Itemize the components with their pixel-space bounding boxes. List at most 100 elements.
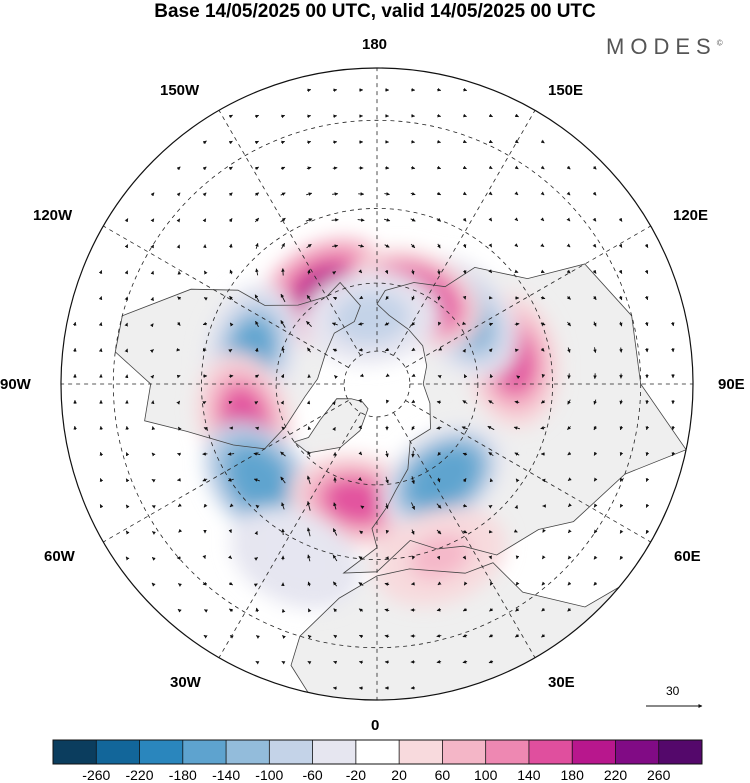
- wind-vector: [645, 503, 650, 508]
- wind-vector: [671, 452, 676, 457]
- wind-vector: [411, 529, 415, 535]
- wind-vector: [358, 608, 364, 613]
- wind-vector: [411, 165, 416, 170]
- wind-vector: [437, 321, 442, 326]
- wind-vector: [513, 426, 521, 430]
- lon-label-90w: 90W: [0, 376, 31, 393]
- wind-vector: [151, 505, 156, 509]
- wind-vector: [488, 269, 493, 274]
- wind-vector: [567, 321, 571, 327]
- wind-vector: [593, 529, 598, 534]
- colorbar-frame: [52, 739, 703, 765]
- wind-vector: [384, 347, 389, 352]
- wind-vector: [567, 607, 572, 612]
- wind-vector: [228, 400, 233, 405]
- wind-vector: [462, 113, 467, 118]
- wind-vector: [593, 555, 598, 560]
- wind-vector: [124, 244, 129, 249]
- wind-vector: [176, 321, 181, 326]
- wind-vector: [489, 374, 494, 379]
- lon-label-60w: 60W: [44, 548, 75, 565]
- wind-vector: [229, 295, 233, 301]
- wind-vector: [254, 294, 260, 302]
- anomaly-contour: [414, 453, 472, 504]
- wind-vector: [592, 217, 597, 222]
- colorbar-swatch: [355, 740, 400, 764]
- wind-vector: [306, 192, 313, 196]
- colorbar-tick-label: 220: [603, 767, 628, 783]
- wind-vector: [411, 295, 415, 301]
- wind-vector: [540, 243, 545, 248]
- wind-vector: [307, 554, 311, 562]
- colorbar-swatch: [528, 740, 573, 764]
- wind-vector: [253, 478, 260, 482]
- wind-vector: [645, 529, 650, 534]
- wind-vector: [593, 477, 598, 482]
- colorbar-tick-label: -60: [302, 767, 323, 783]
- wind-vector: [619, 347, 623, 353]
- wind-vector: [437, 243, 441, 249]
- wind-vector: [567, 477, 572, 482]
- wind-vector: [437, 139, 441, 144]
- wind-vector: [228, 581, 234, 586]
- wind-vector: [125, 504, 130, 509]
- wind-vector: [255, 347, 259, 352]
- wind-vector: [280, 320, 286, 328]
- wind-vector: [592, 243, 597, 248]
- wind-vector: [514, 165, 519, 170]
- wind-vector: [307, 88, 312, 93]
- wind-vector: [567, 503, 572, 508]
- wind-vector: [514, 269, 519, 273]
- colorbar: [52, 739, 703, 765]
- wind-vector: [385, 295, 390, 300]
- wind-vector: [332, 426, 336, 432]
- wind-vector: [592, 191, 597, 196]
- wind-vector: [176, 166, 181, 171]
- wind-vector: [385, 476, 389, 484]
- wind-vector: [176, 244, 180, 249]
- wind-vector: [462, 139, 467, 144]
- wind-vector: [307, 426, 312, 431]
- lon-label-0: 0: [371, 717, 380, 734]
- wind-vector: [488, 400, 494, 404]
- graticule: [61, 68, 693, 700]
- wind-vector: [645, 452, 650, 457]
- wind-vector: [644, 321, 649, 327]
- wind-vector: [125, 556, 130, 561]
- wind-vector: [333, 502, 337, 510]
- colorbar-tick-label: 260: [647, 767, 671, 783]
- wind-vector: [593, 581, 598, 586]
- wind-vector: [357, 477, 362, 481]
- wind-vector: [358, 322, 364, 326]
- meridian-line: [218, 110, 361, 356]
- wind-vector: [592, 269, 597, 274]
- wind-vector: [567, 399, 571, 405]
- wind-vector: [462, 478, 467, 483]
- wind-vector: [203, 609, 209, 613]
- wind-vector: [281, 346, 285, 353]
- wind-vector: [307, 347, 311, 353]
- wind-vector: [255, 374, 260, 379]
- latitude-circle: [112, 119, 642, 649]
- wind-vector: [306, 475, 311, 485]
- wind-vector: [177, 296, 182, 301]
- wind-vector: [150, 400, 155, 405]
- wind-vector: [541, 607, 546, 612]
- wind-vector: [514, 191, 519, 196]
- anomaly-contour: [325, 479, 388, 523]
- wind-vector: [384, 270, 389, 275]
- wind-vector: [228, 555, 232, 559]
- wind-vector: [332, 192, 339, 196]
- wind-vector: [463, 374, 468, 379]
- meridian-line: [218, 412, 361, 658]
- wind-vector: [514, 633, 519, 638]
- wind-vector: [489, 322, 494, 327]
- wind-vector: [305, 218, 313, 222]
- wind-vector: [385, 450, 389, 458]
- wind-vector: [307, 114, 312, 119]
- wind-vector: [515, 581, 520, 586]
- colorbar-tick-label: -180: [168, 767, 197, 783]
- latitude-circle: [200, 207, 554, 561]
- wind-vector: [567, 451, 572, 456]
